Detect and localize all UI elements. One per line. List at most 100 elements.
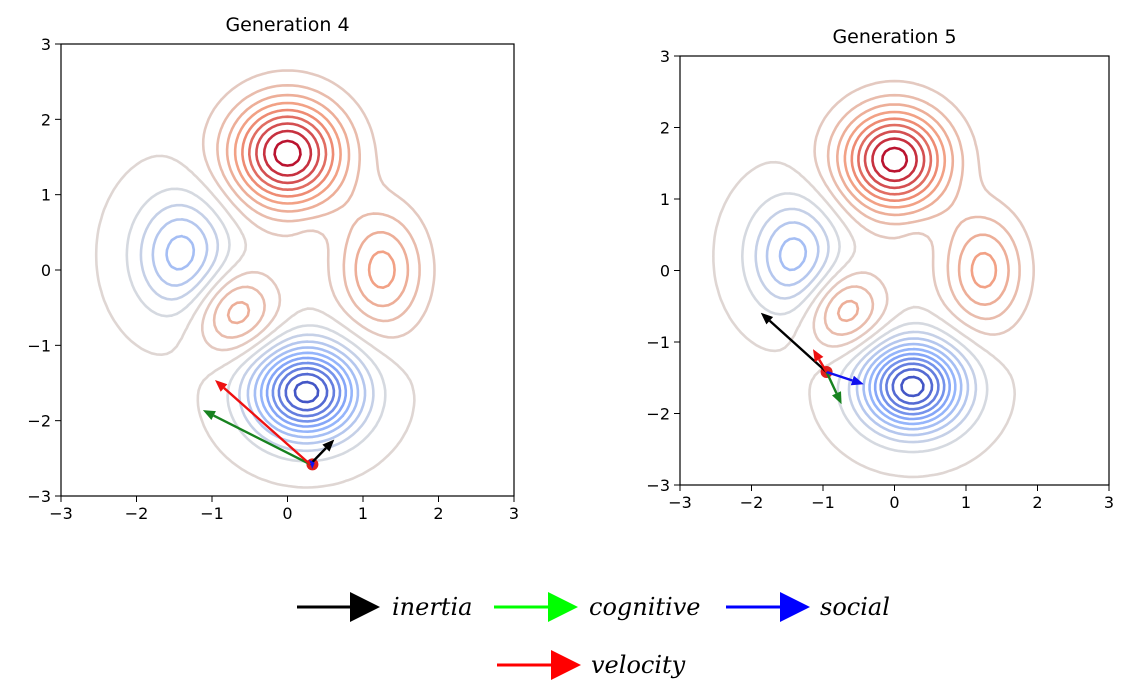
contour-line [754,207,978,444]
arrow-head [309,459,315,469]
contour-line [259,351,353,433]
x-tick-label: 0 [889,493,899,512]
arrow-head [760,312,774,325]
arrow-social [309,459,315,469]
y-tick-label: 1 [660,190,670,209]
y-tick-label: −3 [27,487,51,506]
contour-line [165,234,360,439]
arrow-head [813,349,824,362]
contour-line [881,146,909,173]
contour-line [201,69,436,352]
contour-line [836,103,1010,323]
y-axis-ticks: −3 −2 −1 0 1 2 3 [27,35,61,506]
y-tick-label: −2 [27,412,51,431]
arrow-head [832,391,842,405]
panel-title: Generation 4 [225,14,349,36]
x-tick-label: 3 [509,504,519,523]
x-tick-label: −1 [811,493,835,512]
x-tick-label: −1 [200,504,224,523]
contour-line [843,110,998,289]
contour-line [891,368,934,405]
contour-line [900,375,925,398]
y-tick-label: −3 [646,476,670,495]
x-axis-ticks: −3 −2 −1 0 1 2 3 [668,485,1114,512]
contour-line [284,372,329,412]
y-tick-label: 0 [660,262,670,281]
contour-line [871,137,918,183]
arrow-shaft [826,370,853,382]
y-tick-label: 3 [41,35,51,54]
arrow-shaft [825,371,838,394]
arrow-cognitive [825,371,842,405]
contour-line [868,347,957,426]
y-tick-label: −1 [27,336,51,355]
arrow-head-icon [548,592,578,622]
y-tick-label: 1 [41,186,51,205]
arrow-shaft [223,387,311,466]
contour-line [233,101,396,289]
arrow-velocity [813,349,828,373]
contour-plot [94,69,436,489]
y-axis-ticks: −3 −2 −1 0 1 2 3 [646,47,680,495]
contour-line [125,187,387,463]
legend-label: velocity [591,651,686,679]
x-tick-label: 2 [1032,493,1042,512]
contour-line [712,160,1016,479]
contour-line [857,123,933,196]
arrow-head [215,380,228,392]
x-tick-label: 3 [1104,493,1114,512]
contour-line [812,79,1035,348]
arrow-cognitive [202,410,311,466]
vector-arrows [760,312,864,405]
x-tick-label: −2 [740,493,764,512]
contour-line [265,356,348,428]
legend-item-velocity: velocity [497,650,686,680]
y-tick-label: 0 [41,261,51,280]
arrow-inertia [760,312,828,373]
y-tick-label: −1 [646,333,670,352]
x-tick-label: −3 [49,504,73,523]
arrow-head-icon [780,592,810,622]
contour-line [885,362,940,411]
legend-label: cognitive [589,593,700,621]
y-tick-label: −2 [646,405,670,424]
arrow-shaft [213,414,311,466]
contour-line [741,192,989,454]
contour-plot [712,79,1035,479]
contour-line [94,154,416,489]
contour-line [879,357,946,416]
contour-line [262,129,313,177]
contour-line [863,130,926,190]
x-tick-label: −3 [668,493,692,512]
arrow-head-icon [551,650,581,680]
x-tick-label: 1 [358,504,368,523]
legend-item-cognitive: cognitive [494,592,700,622]
arrow-inertia [309,439,335,466]
contour-line [277,366,336,418]
contour-line [273,139,302,167]
contour-line [850,117,939,202]
contour-line [778,237,963,431]
x-tick-label: 1 [961,493,971,512]
x-tick-label: 0 [282,504,292,523]
contour-line [823,93,1021,336]
y-tick-label: 2 [41,110,51,129]
legend-label: social [820,593,890,621]
legend: inertia cognitive social velocity [297,592,890,680]
arrow-social [826,370,864,386]
contour-line [248,115,328,191]
panel-generation-5: Generation 5 −3 −2 −1 0 1 2 3 −3 −2 −1 0 1 2 3 [646,26,1114,512]
panel-generation-4: Generation 4 −3 −2 −1 0 1 2 3 −3 −2 −1 0 1 2 3 [27,14,519,523]
arrow-shaft [768,319,828,373]
contour-line [139,203,375,453]
arrow-head [850,375,864,386]
legend-item-inertia: inertia [297,592,472,622]
x-tick-label: 2 [433,504,443,523]
arrow-head [202,410,216,420]
legend-label: inertia [392,593,472,621]
y-tick-label: 3 [660,47,670,66]
contour-line [271,361,342,423]
contour-line [255,122,321,185]
contour-line [765,221,970,437]
